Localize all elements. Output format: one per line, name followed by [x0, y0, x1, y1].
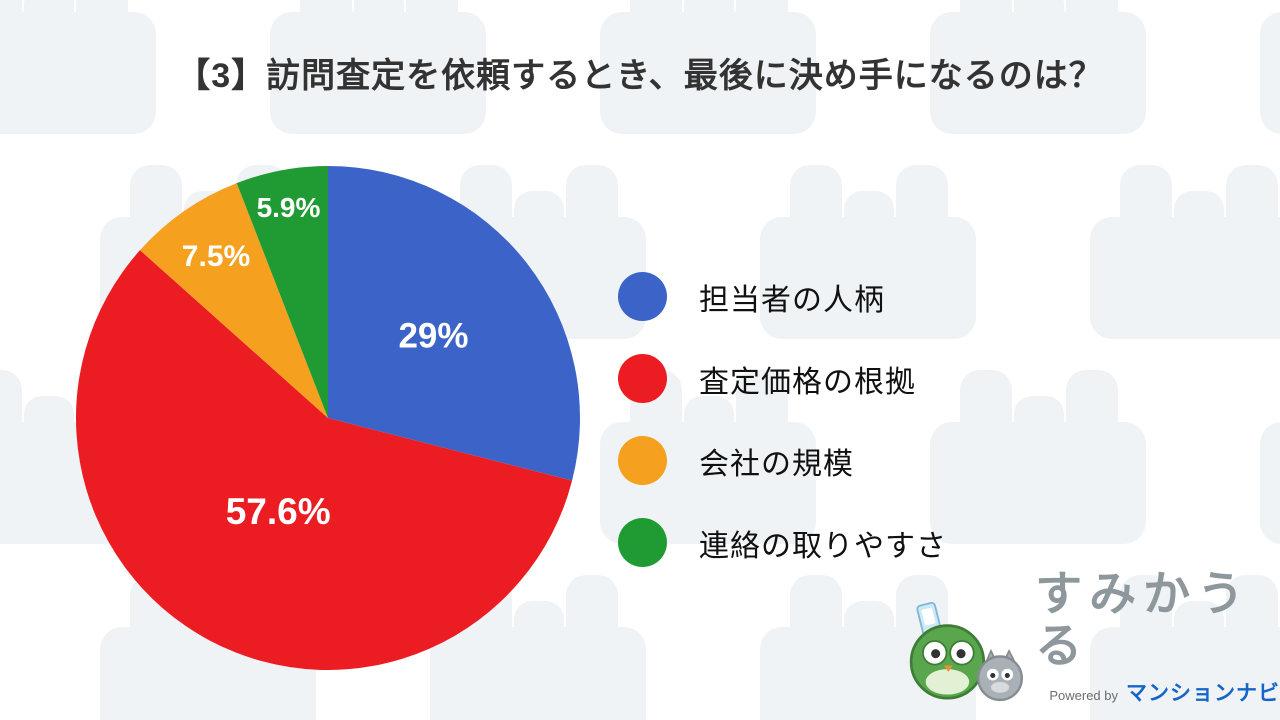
- legend-item-label: 会社の規模: [699, 447, 854, 481]
- pie-slice-label-1: 57.6%: [226, 491, 331, 532]
- legend-dot-green: [618, 518, 667, 567]
- pie-slice-0: [328, 166, 580, 481]
- chart-legend: 担当者の人柄 査定価格の根拠 会社の規模 連絡の取りやすさ: [618, 272, 947, 567]
- legend-dot-orange: [618, 436, 667, 485]
- legend-item: 査定価格の根拠: [618, 354, 947, 403]
- brand-name: すみかうる: [1035, 567, 1252, 672]
- pie-slice-label-0: 29%: [398, 317, 468, 356]
- legend-item-label: 連絡の取りやすさ: [699, 529, 947, 563]
- legend-item-label: 査定価格の根拠: [699, 365, 916, 399]
- legend-dot-blue: [618, 272, 667, 321]
- powered-brand-name: マンションナビ: [1126, 682, 1280, 706]
- pie-slice-2: [140, 183, 328, 418]
- pie-slice-label-2: 7.5%: [182, 240, 250, 273]
- mascot-illustration: [909, 602, 1023, 702]
- page-title: 【3】訪問査定を依頼するとき、最後に決め手になるのは？: [176, 57, 1104, 95]
- legend-item: 担当者の人柄: [618, 272, 947, 321]
- legend-item: 連絡の取りやすさ: [618, 518, 947, 567]
- brand-logo: すみかうる Powered by マンションナビ: [893, 568, 1280, 707]
- pie-slice-3: [236, 166, 328, 418]
- pie-chart: 29% 57.6% 7.5% 5.9%: [68, 158, 588, 678]
- legend-item-label: 担当者の人柄: [699, 283, 885, 317]
- pie-slice-label-3: 5.9%: [257, 192, 321, 223]
- legend-dot-red: [618, 354, 667, 403]
- pie-slice-1: [75, 250, 573, 671]
- powered-by-label: Powered by: [1049, 688, 1118, 704]
- legend-item: 会社の規模: [618, 436, 947, 485]
